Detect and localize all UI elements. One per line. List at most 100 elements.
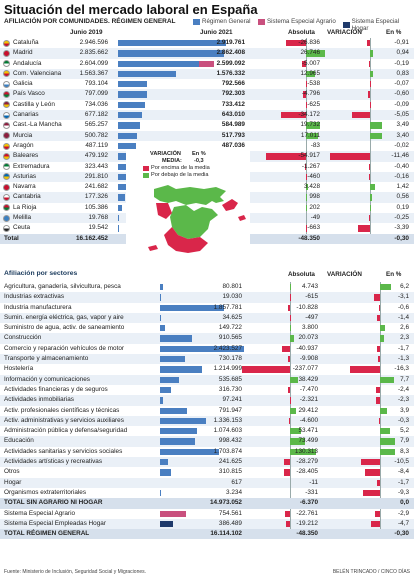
region-name: Asturias	[13, 172, 37, 180]
sector-abs-bar	[284, 459, 290, 466]
sector-abs-bar	[290, 407, 296, 414]
region-value-2019: 19.768	[88, 214, 108, 222]
sector-row: Activ. profesionales científicas y técni…	[0, 405, 414, 416]
axis-line	[380, 487, 381, 499]
region-name: Com. Valenciana	[13, 69, 62, 77]
axis-line	[306, 99, 307, 111]
sector-row: Hogar 617 -11 -1,7	[0, 477, 414, 488]
region-name: Castilla y León	[13, 100, 55, 108]
sector-pct-bar	[371, 520, 380, 528]
region-pct-value: 0,19	[396, 203, 409, 211]
region-pct-value: -5,05	[394, 111, 409, 119]
axis-line	[290, 364, 291, 375]
legend-swatch	[343, 22, 350, 28]
sector-abs-value: 3.800	[302, 324, 318, 332]
sector-value-2021: 617	[231, 478, 242, 486]
sector-bar	[160, 366, 203, 373]
sector-abs-value: -2.321	[299, 396, 318, 404]
sector-value-2021: 791.947	[218, 406, 242, 414]
map-legend-above: Por encima de la media	[151, 165, 210, 171]
sector-abs-value: 29.412	[298, 406, 318, 414]
region-pct-bar	[370, 50, 374, 57]
sector-row: Otros 310.815 -28.405 -8,4	[0, 467, 414, 478]
sector-row: Industrias extractivas 19.030 -615 -3,1	[0, 292, 414, 303]
sector-name: Sistema Especial Empleadas Hogar	[4, 519, 106, 527]
region-bar-general	[118, 40, 226, 47]
region-flag-icon	[3, 91, 10, 99]
axis-line	[370, 110, 371, 121]
region-row: Galicia 793.104 792.566 -538 -0,07	[0, 79, 414, 90]
axis-line	[290, 487, 291, 499]
region-abs-value: -34.172	[298, 111, 320, 119]
axis-line	[370, 38, 371, 49]
region-name: Extremadura	[13, 162, 50, 170]
sector-abs-value: -28.405	[296, 468, 318, 476]
sector-value-2021: 910.565	[218, 334, 242, 342]
sector-pct-bar	[360, 459, 380, 466]
region-abs-value: -1.267	[301, 162, 320, 170]
region-abs-value: 17.011	[300, 131, 320, 139]
sector-value-2021: 34.625	[222, 313, 242, 321]
region-bar-general	[118, 163, 130, 170]
axis-line	[290, 508, 291, 519]
region-flag-icon	[3, 194, 10, 202]
sector-total-row: TOTAL RÉGIMEN GENERAL 16.114.102 -48.350 -0…	[0, 529, 414, 540]
map-legend-media-value: -0,3	[194, 158, 204, 164]
sector-name: Activ. profesionales científicas y técni…	[4, 406, 120, 414]
region-abs-value: -663	[307, 224, 320, 232]
axis-line	[306, 151, 307, 162]
region-bar-general	[118, 101, 146, 109]
region-pct-value: 0,56	[396, 193, 409, 201]
region-total-pct: -0,30	[394, 234, 409, 242]
sector-abs-bar	[290, 376, 298, 383]
region-pct-bar	[366, 40, 370, 47]
region-abs-value: 202	[309, 203, 320, 211]
region-bar-general	[118, 50, 224, 57]
region-bar-general	[118, 184, 128, 191]
region-pct-bar	[369, 60, 370, 67]
axis-line	[370, 99, 371, 111]
region-value-2021: 643.010	[221, 111, 245, 119]
region-row: Murcia 500.782 517.793 17.011 3,40	[0, 130, 414, 141]
region-pct-bar	[369, 173, 370, 181]
region-row: Cataluña 2.946.596 2.919.761 -26.836 -0,91	[0, 38, 414, 49]
sector-name: Sistema Especial Agrario	[4, 509, 76, 517]
sector-bar	[160, 459, 169, 466]
region-name: Andalucía	[13, 59, 42, 67]
axis-line	[380, 467, 381, 478]
sector-name: Construcción	[4, 334, 42, 342]
region-row: Andalucía 2.604.099 2.599.092 -5.007 -0,19	[0, 58, 414, 69]
region-pct-bar	[330, 153, 370, 160]
region-value-2019: 291.810	[84, 172, 108, 180]
region-flag-icon	[3, 111, 10, 119]
page-title: Situación del mercado laboral en España	[4, 2, 258, 17]
legend-label: Sistema Especial Hogar	[351, 18, 400, 32]
sector-name: Organismos extraterritoriales	[4, 488, 87, 496]
axis-line	[290, 477, 291, 488]
region-row: Com. Valenciana 1.563.367 1.576.332 12.965 0…	[0, 68, 414, 80]
region-bar-general	[118, 173, 129, 181]
sector-pct-bar	[379, 417, 380, 425]
region-abs-value: -83	[310, 141, 320, 149]
region-total-label: Total	[4, 234, 19, 242]
sector-row: Actividades inmobiliarias 97.241 -2.321 -2,…	[0, 395, 414, 406]
sector-bar	[160, 335, 192, 342]
sector-abs-bar	[290, 325, 291, 332]
region-pct-bar	[370, 122, 383, 129]
axis-line	[370, 89, 371, 100]
region-flag-icon	[3, 183, 10, 191]
region-abs-bar	[266, 153, 306, 160]
sector-pct-bar	[380, 376, 395, 383]
region-pct-value: 0,94	[396, 49, 409, 57]
axis-line	[306, 161, 307, 172]
sector-name: Otros	[4, 468, 20, 476]
region-row: País Vasco 797.099 792.303 -4.796 -0,60	[0, 89, 414, 100]
sector-name: Transporte y almacenamiento	[4, 355, 89, 363]
map-legend-media-label: MEDIA:	[162, 158, 182, 164]
region-pct-value: -0,19	[394, 59, 409, 67]
region-abs-bar	[306, 70, 316, 78]
sector-pct-bar	[375, 397, 380, 404]
region-pct-bar	[368, 163, 370, 170]
map-centre	[170, 205, 218, 239]
sector-bar	[160, 428, 198, 435]
